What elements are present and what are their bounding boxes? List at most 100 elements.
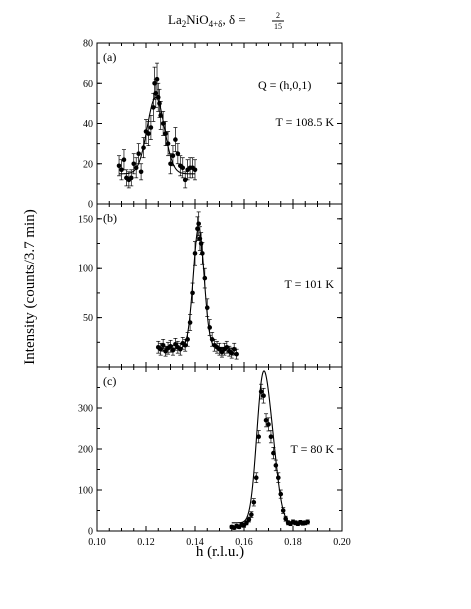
data-point xyxy=(276,475,281,481)
x-tick-label: 0.14 xyxy=(186,537,204,548)
data-point xyxy=(160,121,166,126)
data-point xyxy=(224,344,230,350)
data-point xyxy=(154,76,160,82)
data-point xyxy=(148,125,154,130)
data-point xyxy=(229,350,235,356)
data-point xyxy=(190,290,195,296)
y-tick-label: 80 xyxy=(83,39,93,50)
y-tick-label: 60 xyxy=(83,79,93,90)
x-axis-title: h (r.l.u.) xyxy=(196,544,244,560)
x-tick-label: 0.10 xyxy=(88,537,106,548)
data-point xyxy=(168,343,173,349)
data-point xyxy=(138,169,144,175)
data-point xyxy=(273,463,279,468)
data-point xyxy=(195,226,200,231)
data-point xyxy=(197,236,203,241)
data-point xyxy=(249,512,254,517)
panel-label: (a) xyxy=(103,50,116,64)
data-point xyxy=(268,434,274,440)
fit-curve xyxy=(119,96,195,175)
data-point xyxy=(146,131,151,136)
data-point xyxy=(133,165,139,171)
data-point xyxy=(182,342,188,348)
data-point xyxy=(163,131,168,136)
temperature-label: T = 101 K xyxy=(284,277,334,291)
data-point xyxy=(151,105,156,110)
title-delta: , δ = xyxy=(222,12,245,27)
data-point xyxy=(261,393,266,399)
panel-a: 0 20 40 60 80 (a) T = 108.5 K xyxy=(83,39,343,211)
y-tick-label: 150 xyxy=(78,214,93,225)
data-point xyxy=(168,161,173,167)
data-point xyxy=(234,351,239,357)
data-point xyxy=(198,241,204,246)
data-point xyxy=(157,101,162,106)
data-point xyxy=(155,95,161,100)
title-sub-delta: 4+δ xyxy=(209,19,223,29)
data-point xyxy=(173,137,178,142)
panel-c: 0 100 200 300 (c) T = 80 K xyxy=(78,366,343,538)
x-tick-label: 0.18 xyxy=(284,537,302,548)
x-tick-label: 0.16 xyxy=(235,537,253,548)
data-point xyxy=(121,157,127,163)
data-point xyxy=(263,418,269,423)
data-point xyxy=(258,389,264,394)
data-point xyxy=(266,422,271,427)
data-point xyxy=(170,153,176,158)
data-point xyxy=(209,337,215,342)
panels: 0 20 40 60 80 (a) T = 108.5 K 50 100 150 (b) T = 10… xyxy=(78,39,351,549)
svg-text:La2NiO4+δ, δ =: La2NiO4+δ, δ = xyxy=(168,12,246,29)
panel-b: 50 100 150 (b) T = 101 K xyxy=(78,203,343,368)
data-point xyxy=(187,320,193,325)
title-sub-2: 2 xyxy=(182,19,187,29)
data-point xyxy=(231,346,237,352)
data-point xyxy=(165,141,171,146)
data-point xyxy=(153,91,159,96)
data-point xyxy=(160,342,166,348)
data-point xyxy=(180,165,186,171)
y-tick-label: 300 xyxy=(78,404,93,415)
y-tick-label: 200 xyxy=(78,445,93,456)
data-point xyxy=(202,275,208,281)
panel-label: (c) xyxy=(103,374,116,388)
x-tick-label: 0.12 xyxy=(137,537,155,548)
data-point xyxy=(141,145,146,150)
data-point xyxy=(251,500,257,505)
data-point xyxy=(170,347,176,353)
title-la: La xyxy=(168,12,182,27)
q-vector-label: Q = (h,0,1) xyxy=(258,78,311,92)
data-point xyxy=(136,151,141,156)
y-tick-label: 0 xyxy=(88,200,93,211)
data-point xyxy=(256,434,262,440)
y-tick-label: 20 xyxy=(83,159,93,170)
data-point xyxy=(246,517,252,522)
temperature-label: T = 80 K xyxy=(290,442,334,456)
data-point xyxy=(204,305,210,311)
data-point xyxy=(271,450,276,456)
data-point xyxy=(131,161,137,167)
data-point xyxy=(182,177,188,183)
data-point xyxy=(200,251,205,256)
data-point xyxy=(158,346,163,352)
y-tick-label: 0 xyxy=(88,527,93,538)
fit-curve xyxy=(158,227,237,349)
data-point xyxy=(280,508,286,513)
data-point xyxy=(178,346,183,352)
data-point xyxy=(253,475,259,481)
temperature-label: T = 108.5 K xyxy=(275,115,334,129)
figure-title: La2NiO4+δ, δ = 2 15 xyxy=(168,11,284,31)
data-point xyxy=(192,251,198,256)
data-point xyxy=(119,167,124,173)
data-point xyxy=(175,151,181,156)
data-point xyxy=(196,221,201,227)
data-point xyxy=(305,519,311,525)
y-tick-label: 100 xyxy=(78,264,93,275)
data-point xyxy=(158,113,163,118)
title-frac-den: 15 xyxy=(274,22,282,31)
title-frac-num: 2 xyxy=(276,11,280,20)
y-tick-label: 50 xyxy=(83,313,93,324)
data-point xyxy=(129,175,134,181)
title-nio: NiO xyxy=(186,12,208,27)
data-point xyxy=(116,163,122,169)
